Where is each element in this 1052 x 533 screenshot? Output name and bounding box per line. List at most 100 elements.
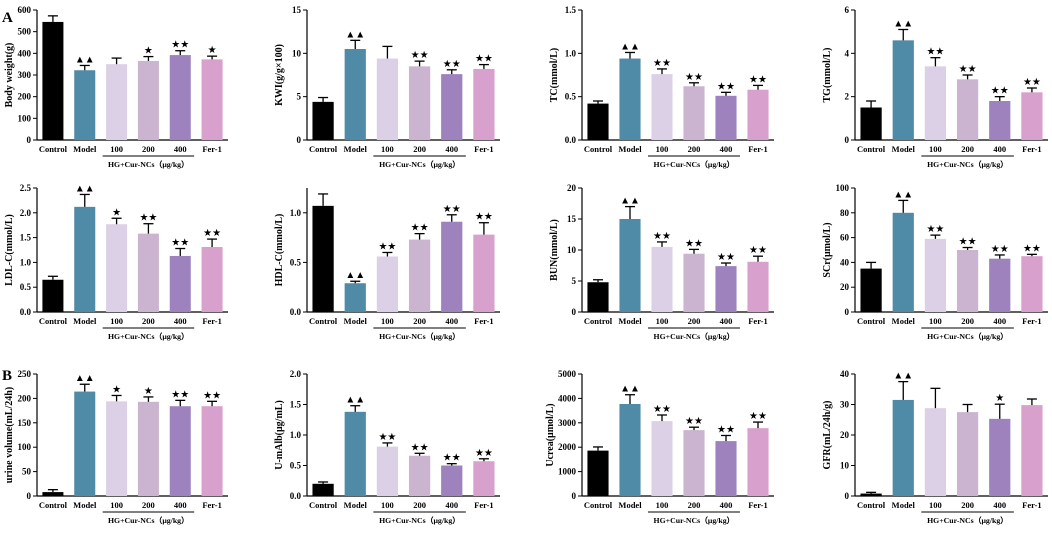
x-category-label: Model	[618, 500, 642, 510]
bar-model	[344, 411, 366, 496]
x-category-label: 200	[961, 316, 974, 326]
significance-marker: ★★	[749, 74, 767, 85]
x-category-label: Control	[857, 316, 886, 326]
x-category-label: Control	[39, 500, 68, 510]
group-label: HG+Cur-NCs（μg/kg）	[108, 515, 189, 525]
y-tick-label: 10	[567, 245, 577, 255]
bar-400	[441, 465, 463, 496]
bar-model	[892, 212, 914, 312]
x-category-label: Fer-1	[1022, 144, 1042, 154]
chart-ucrea: 0 1000 2000 3000 4000 5000 Ucrea(μmol/L) Contro…	[545, 369, 774, 525]
significance-marker: ★★	[475, 448, 493, 459]
bar-fer1	[747, 428, 769, 496]
significance-marker: ▲▲	[620, 41, 640, 52]
y-tick-label: 20	[567, 183, 577, 193]
bar-fer1	[1021, 92, 1043, 140]
x-category-label: Model	[892, 144, 916, 154]
y-axis-label: urine volume(mL/24h)	[4, 387, 15, 483]
bar-200	[683, 430, 705, 496]
bar-200	[408, 66, 431, 140]
x-category-label: 100	[929, 144, 942, 154]
y-tick-label: 100	[836, 183, 850, 193]
bar-model	[344, 49, 366, 140]
x-category-label: 100	[381, 500, 394, 510]
significance-marker: ★	[208, 45, 217, 56]
x-category-label: Model	[892, 316, 916, 326]
chart-scr: 0 20 40 60 80 100 SCr(μmol/L) Control ▲▲ Model ★★ 1…	[822, 183, 1048, 341]
bar-model	[892, 40, 914, 141]
significance-marker: ★★	[443, 453, 461, 464]
y-tick-label: 40	[840, 257, 850, 267]
x-category-label: 200	[413, 144, 426, 154]
bar-200	[683, 86, 705, 140]
x-category-label: 100	[929, 316, 942, 326]
y-tick-label: 15	[292, 5, 302, 15]
y-tick-label: 0	[845, 307, 850, 317]
y-tick-label: 0.0	[20, 307, 32, 317]
x-category-label: 200	[142, 500, 155, 510]
bar-400	[169, 255, 191, 312]
y-tick-label: 200	[18, 393, 32, 403]
y-axis-label: TC(mmol/L)	[549, 48, 560, 102]
x-category-label: Model	[344, 316, 368, 326]
chart-hdl: 0.0 0.5 1.0 HDL-C(mmol/L) Control ▲▲ Model ★★ 10…	[274, 188, 500, 341]
significance-marker: ▲▲	[345, 270, 365, 281]
bar-200	[683, 253, 705, 312]
x-category-label: Control	[584, 500, 613, 510]
x-category-label: Model	[73, 316, 97, 326]
significance-marker: ★★	[685, 72, 703, 83]
x-category-label: 400	[993, 500, 1006, 510]
x-category-label: Model	[344, 500, 368, 510]
significance-marker: ★★	[443, 204, 461, 215]
x-category-label: Fer-1	[474, 316, 494, 326]
significance-marker: ▲▲	[75, 183, 95, 194]
bar-400	[169, 406, 191, 496]
y-axis-label: GFR(mL/24h/g)	[822, 401, 833, 470]
bar-200	[956, 250, 979, 312]
chart-ldl: 0.0 0.5 1.0 1.5 2.0 2.5 LDL-C(mmol/L) Control ▲▲…	[4, 183, 228, 341]
significance-marker: ★	[144, 46, 153, 57]
bar-200	[956, 412, 979, 496]
y-tick-label: 100	[18, 442, 32, 452]
x-category-label: 400	[445, 144, 458, 154]
significance-marker: ★★	[991, 86, 1009, 97]
x-category-label: 100	[381, 316, 394, 326]
significance-marker: ★	[112, 207, 121, 218]
bar-control	[860, 107, 882, 140]
y-axis-label: LDL-C(mmol/L)	[4, 214, 15, 286]
x-category-label: 100	[656, 144, 669, 154]
significance-marker: ▲▲	[345, 395, 365, 406]
significance-marker: ★★	[653, 404, 671, 415]
y-tick-label: 0.5	[20, 282, 32, 292]
y-tick-label: 1.5	[290, 400, 302, 410]
y-axis-label: HDL-C(mmol/L)	[274, 214, 285, 287]
significance-marker: ★★	[139, 213, 157, 224]
panel-label-a: A	[2, 10, 13, 26]
bar-200	[956, 79, 979, 140]
x-category-label: Control	[39, 144, 68, 154]
bar-fer1	[473, 234, 495, 312]
group-label: HG+Cur-NCs（μg/kg）	[379, 159, 460, 169]
x-category-label: 200	[413, 316, 426, 326]
significance-marker: ★★	[653, 231, 671, 242]
x-category-label: Model	[73, 144, 97, 154]
significance-marker: ★★	[378, 432, 396, 443]
x-category-label: 100	[381, 144, 394, 154]
significance-marker: ★★	[926, 47, 944, 58]
bar-control	[860, 268, 882, 312]
x-category-label: Fer-1	[1022, 500, 1042, 510]
bar-fer1	[201, 247, 223, 312]
panel-label-b: B	[2, 368, 12, 384]
chart-bw: 0 100 200 300 400 500 600 Body weight(g) Control…	[4, 5, 228, 169]
significance-marker: ★★	[959, 237, 977, 248]
y-tick-label: 1.0	[290, 430, 302, 440]
y-tick-label: 0	[845, 135, 850, 145]
significance-marker: ▲▲	[345, 29, 365, 40]
chart-tg: 0 2 4 6 TG(mmol/L) Control ▲▲ Model ★★ 100 ★★ 200 ★★…	[822, 5, 1048, 169]
bar-control	[860, 493, 882, 496]
group-label: HG+Cur-NCs（μg/kg）	[379, 515, 460, 525]
y-tick-label: 0.0	[290, 307, 302, 317]
significance-marker: ★★	[411, 223, 429, 234]
group-label: HG+Cur-NCs（μg/kg）	[108, 331, 189, 341]
bar-control	[587, 450, 609, 496]
